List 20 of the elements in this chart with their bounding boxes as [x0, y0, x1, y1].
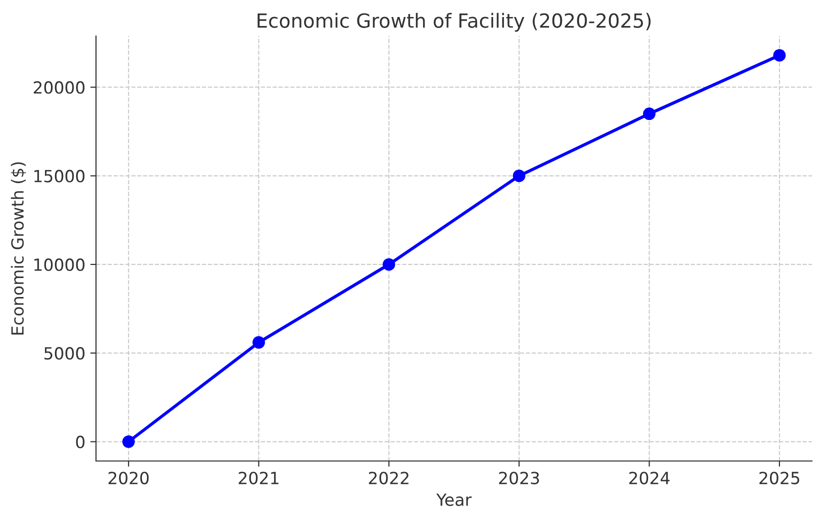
x-tick-label: 2025	[759, 472, 800, 484]
y-tick-label: 15000	[34, 170, 84, 182]
y-tick-label: 10000	[34, 258, 84, 272]
point	[122, 435, 135, 448]
y-tick-label: 20000	[34, 81, 84, 94]
y-tick-label: 5000	[44, 347, 84, 360]
y-axis-title: Economic Growth ($)	[10, 162, 26, 334]
x-axis-title: Year	[436, 494, 472, 506]
y-tick-label: 0	[76, 436, 84, 448]
x-tick-label: 2020	[108, 472, 149, 484]
point	[382, 258, 396, 271]
point	[512, 170, 526, 182]
point	[643, 108, 656, 120]
x-tick-label: 2023	[499, 472, 539, 484]
point	[252, 336, 265, 349]
x-tick-label: 2022	[368, 472, 408, 484]
x-tick-label: 2021	[238, 472, 278, 484]
x-tick-label: 2024	[629, 472, 670, 484]
chart-title: Economic Growth of Facility (2020-2025)	[258, 12, 651, 32]
point	[773, 49, 786, 62]
